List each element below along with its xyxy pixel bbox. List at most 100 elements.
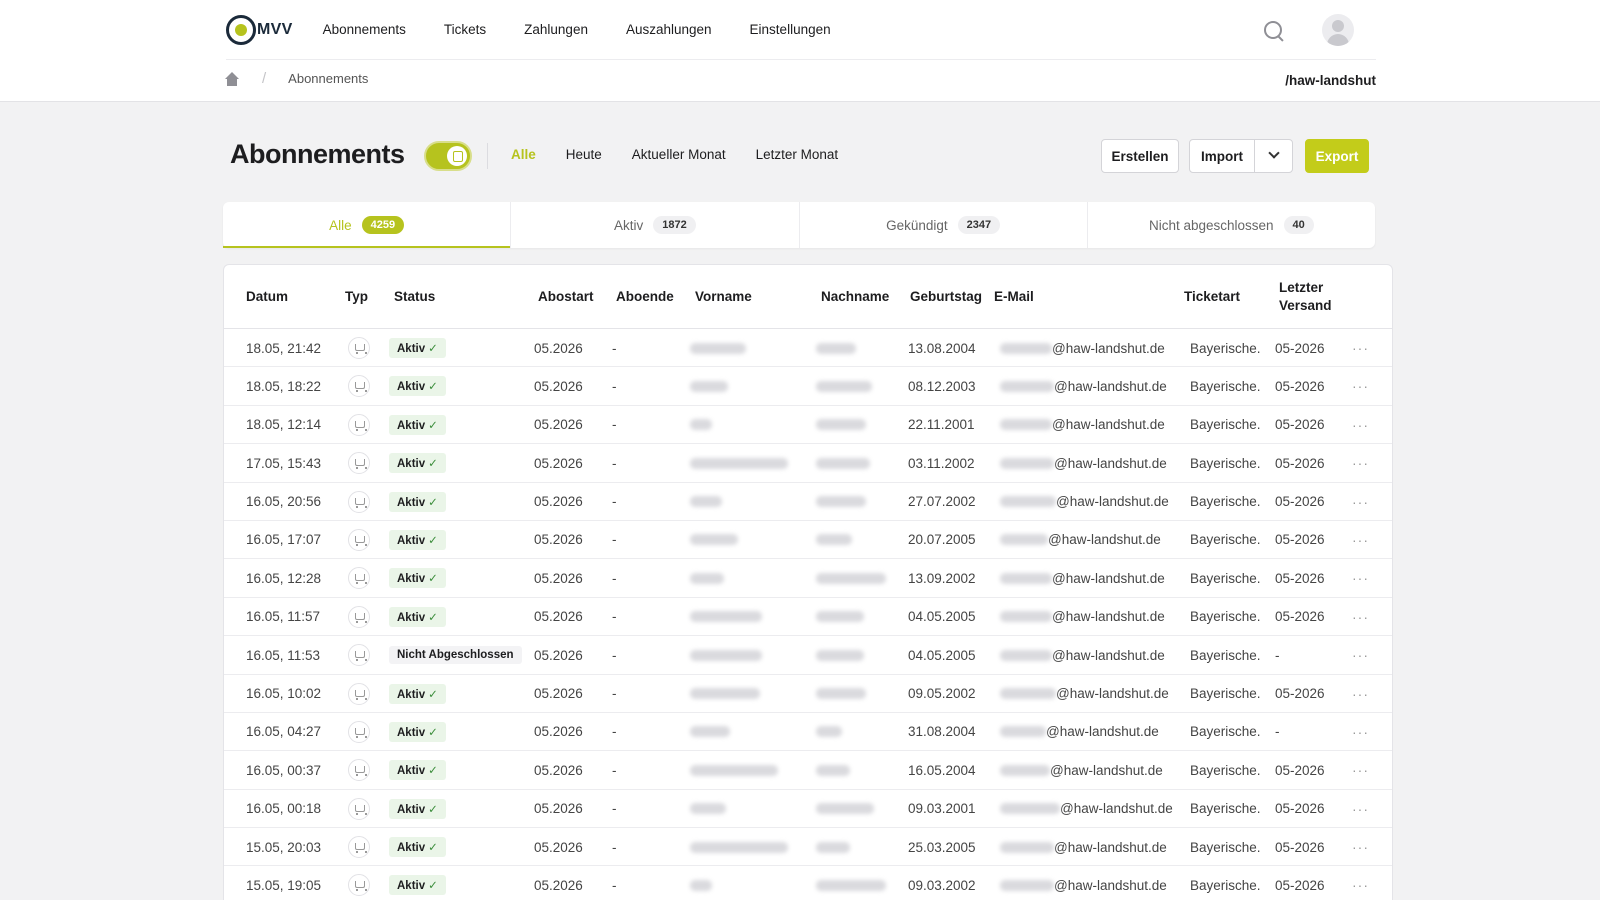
filter-aktueller-monat[interactable]: Aktueller Monat	[631, 147, 726, 162]
view-toggle[interactable]	[424, 141, 472, 171]
cell-email: @haw-landshut.de	[1000, 636, 1165, 674]
cart-icon	[348, 797, 370, 820]
cell-geburtstag: 13.08.2004	[908, 340, 976, 356]
cell-typ	[348, 828, 370, 866]
row-more-icon[interactable]: ···	[1352, 416, 1369, 433]
column-header-aboende[interactable]: Aboende	[616, 289, 674, 304]
nav-item-zahlungen[interactable]: Zahlungen	[524, 22, 588, 37]
home-icon[interactable]	[224, 71, 240, 86]
table-row[interactable]: 18.05, 18:22 Aktiv ✓ 05.2026 - 08.12.2003 @haw…	[224, 367, 1392, 406]
status-text: Aktiv	[397, 496, 426, 509]
cell-datum: 16.05, 04:27	[246, 724, 322, 740]
import-split-divider	[1254, 140, 1255, 172]
chevron-down-icon[interactable]	[1268, 147, 1280, 159]
tab-alle[interactable]: Alle 4259	[223, 202, 512, 248]
redacted-value	[816, 457, 870, 469]
redacted-value	[690, 879, 712, 891]
table-row[interactable]: 16.05, 12:28 Aktiv ✓ 05.2026 - 13.09.2002 @haw…	[224, 559, 1392, 598]
cell-nachname	[816, 521, 852, 559]
cell-abostart: 05.2026	[534, 609, 583, 625]
cell-nachname	[816, 675, 866, 713]
cell-nachname	[816, 406, 866, 444]
cell-vorname	[690, 828, 788, 866]
row-more-icon[interactable]: ···	[1352, 839, 1369, 856]
cell-ticketart: Bayerische.	[1190, 570, 1261, 586]
cell-geburtstag: 04.05.2005	[908, 609, 976, 625]
cell-vorname	[690, 444, 788, 482]
nav-item-abonnements[interactable]: Abonnements	[322, 22, 406, 37]
tab-count-badge: 1872	[653, 216, 696, 234]
row-more-icon[interactable]: ···	[1352, 877, 1369, 894]
row-more-icon[interactable]: ···	[1352, 378, 1369, 395]
cell-vorname	[690, 675, 760, 713]
export-button[interactable]: Export	[1305, 139, 1369, 173]
table-row[interactable]: 16.05, 11:53 Nicht Abgeschlossen 05.2026 - 0…	[224, 636, 1392, 675]
filter-alle[interactable]: Alle	[511, 147, 536, 162]
cell-datum: 16.05, 00:37	[246, 762, 322, 778]
table-row[interactable]: 16.05, 20:56 Aktiv ✓ 05.2026 - 27.07.2002 @haw…	[224, 483, 1392, 521]
row-more-icon[interactable]: ···	[1352, 531, 1369, 548]
email-domain: @haw-landshut.de	[1056, 686, 1169, 702]
redacted-value	[690, 803, 726, 815]
cell-datum: 18.05, 21:42	[246, 340, 322, 356]
row-more-icon[interactable]: ···	[1352, 340, 1369, 356]
row-more-icon[interactable]: ···	[1352, 723, 1369, 740]
table-row[interactable]: 16.05, 00:18 Aktiv ✓ 05.2026 - 09.03.2001 @haw…	[224, 790, 1392, 829]
row-more-icon[interactable]: ···	[1352, 647, 1369, 664]
column-header-status[interactable]: Status	[394, 289, 436, 304]
redacted-value	[1000, 496, 1056, 508]
nav-item-einstellungen[interactable]: Einstellungen	[749, 22, 831, 37]
table-row[interactable]: 16.05, 04:27 Aktiv ✓ 05.2026 - 31.08.2004 @haw…	[224, 713, 1392, 752]
table-row[interactable]: 15.05, 20:03 Aktiv ✓ 05.2026 - 25.03.2005 @haw…	[224, 828, 1392, 867]
cell-typ	[348, 406, 370, 444]
column-header-geburtstag[interactable]: Geburtstag	[910, 289, 983, 304]
column-header-nachname[interactable]: Nachname	[821, 289, 890, 304]
filter-letzter-monat[interactable]: Letzter Monat	[755, 147, 839, 162]
column-header-ticketart[interactable]: Ticketart	[1184, 289, 1241, 304]
cell-vorname	[690, 367, 728, 405]
table-row[interactable]: 16.05, 11:57 Aktiv ✓ 05.2026 - 04.05.2005 @haw…	[224, 598, 1392, 637]
table-row[interactable]: 15.05, 19:05 Aktiv ✓ 05.2026 - 09.03.2002 @haw…	[224, 866, 1392, 900]
row-more-icon[interactable]: ···	[1352, 608, 1369, 625]
mvv-logo[interactable]: MVV	[226, 14, 293, 45]
column-header-abostart[interactable]: Abostart	[538, 289, 594, 304]
nav-item-tickets[interactable]: Tickets	[443, 22, 487, 37]
cell-vorname	[690, 406, 712, 444]
column-header-typ[interactable]: Typ	[345, 289, 368, 304]
create-button[interactable]: Erstellen	[1101, 139, 1179, 173]
filter-heute[interactable]: Heute	[565, 147, 602, 162]
tab-nicht-abgeschlossen[interactable]: Nicht abgeschlossen 40	[1088, 202, 1375, 248]
row-more-icon[interactable]: ···	[1352, 570, 1369, 587]
table-row[interactable]: 18.05, 12:14 Aktiv ✓ 05.2026 - 22.11.2001 @haw…	[224, 406, 1392, 445]
status-badge: Aktiv ✓	[389, 568, 446, 589]
cell-letzter-versand: 05-2026	[1275, 686, 1325, 702]
table-row[interactable]: 16.05, 10:02 Aktiv ✓ 05.2026 - 09.05.2002 @haw…	[224, 675, 1392, 713]
redacted-value	[816, 611, 864, 623]
column-header-vorname[interactable]: Vorname	[695, 289, 752, 304]
cell-datum: 16.05, 12:28	[246, 570, 322, 586]
cell-ticketart: Bayerische.	[1190, 340, 1261, 356]
nav-item-auszahlungen[interactable]: Auszahlungen	[625, 22, 712, 37]
row-more-icon[interactable]: ···	[1352, 455, 1369, 472]
table-row[interactable]: 16.05, 17:07 Aktiv ✓ 05.2026 - 20.07.2005 @haw…	[224, 521, 1392, 560]
column-header-email[interactable]: E-Mail	[994, 289, 1034, 304]
check-icon: ✓	[428, 381, 438, 394]
row-more-icon[interactable]: ···	[1352, 762, 1369, 779]
column-header-datum[interactable]: Datum	[246, 289, 289, 304]
table-row[interactable]: 18.05, 21:42 Aktiv ✓ 05.2026 - 13.08.2004 @haw…	[224, 329, 1392, 368]
cell-status: Aktiv ✓	[389, 521, 446, 559]
row-more-icon[interactable]: ···	[1352, 493, 1369, 510]
row-more-icon[interactable]: ···	[1352, 685, 1369, 702]
redacted-value	[816, 879, 886, 891]
search-icon[interactable]	[1262, 19, 1284, 41]
column-header-letzter-versand[interactable]: Letzter Versand	[1279, 280, 1332, 313]
table-row[interactable]: 17.05, 15:43 Aktiv ✓ 05.2026 - 03.11.2002 @haw…	[224, 444, 1392, 483]
cell-email: @haw-landshut.de	[1000, 483, 1169, 521]
import-button[interactable]: Import	[1189, 139, 1293, 173]
tab-aktiv[interactable]: Aktiv 1872	[511, 202, 800, 248]
table-row[interactable]: 16.05, 00:37 Aktiv ✓ 05.2026 - 16.05.2004 @haw…	[224, 751, 1392, 790]
avatar[interactable]	[1322, 14, 1354, 46]
email-domain: @haw-landshut.de	[1050, 762, 1163, 778]
row-more-icon[interactable]: ···	[1352, 800, 1369, 817]
tab-gekuendigt[interactable]: Gekündigt 2347	[800, 202, 1088, 248]
